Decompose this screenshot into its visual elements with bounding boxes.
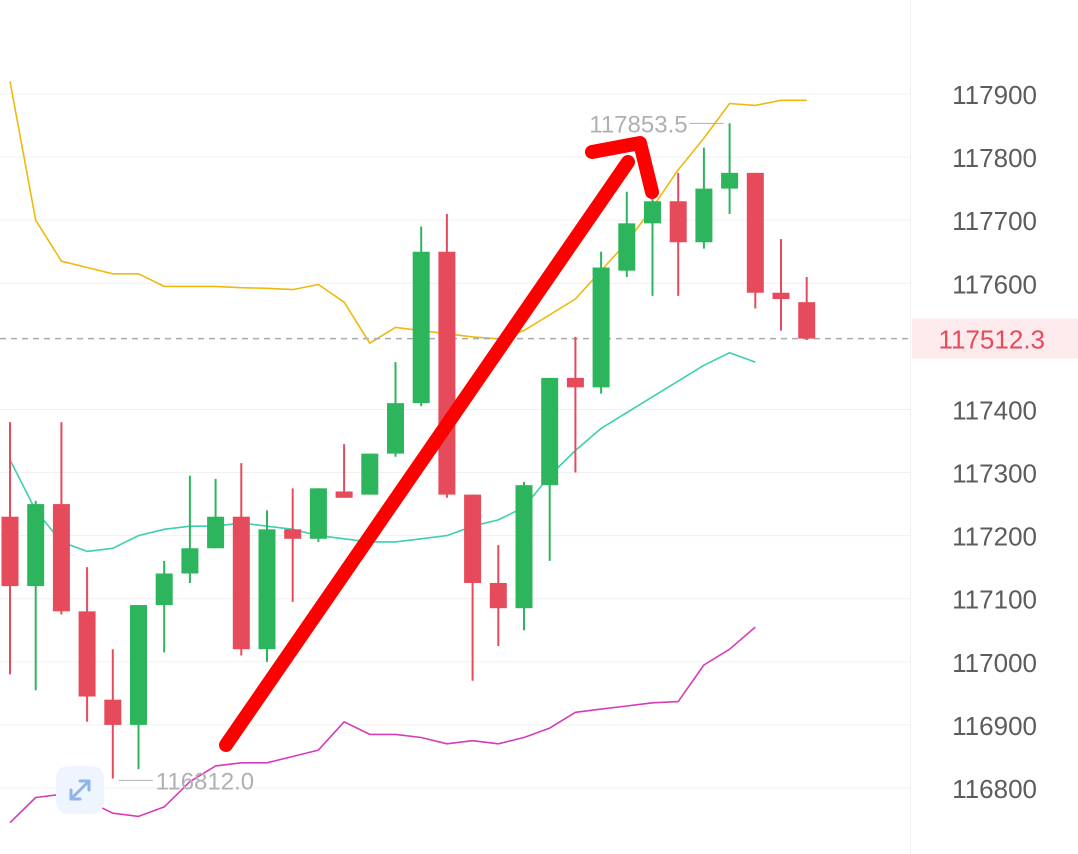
y-tick-label: 117600 [952, 269, 1037, 299]
candle-down [284, 529, 302, 539]
candle-up [644, 201, 661, 224]
candle-down [669, 201, 687, 243]
candle-up [592, 267, 610, 388]
candle-down [798, 302, 816, 339]
candle-up [721, 172, 739, 189]
candle-down [438, 251, 456, 495]
red-arrow-shaft [219, 155, 635, 752]
candle-up [695, 188, 713, 243]
candle-up [27, 504, 45, 587]
low-price-label: 116812.0 [156, 768, 254, 795]
red-arrow-head [585, 136, 659, 199]
candle-down [1, 516, 19, 587]
candle-up [181, 548, 199, 574]
candle-down [464, 494, 482, 583]
y-tick-label: 117000 [952, 648, 1037, 678]
candle-up [412, 251, 430, 404]
y-tick-label: 117100 [952, 585, 1037, 615]
candle-up [309, 488, 327, 539]
lower-band-line [9, 626, 756, 824]
high-price-label: 117853.5 [589, 111, 687, 138]
candle-down [52, 504, 70, 612]
candle-up [130, 605, 147, 725]
y-tick-label: 117400 [952, 395, 1037, 425]
current-price-tag [912, 318, 1078, 359]
y-tick-label: 116800 [952, 774, 1037, 804]
candle-down [78, 611, 96, 697]
candle-up [155, 573, 173, 606]
candle-down [489, 582, 507, 609]
candle-up [618, 223, 636, 271]
candle-down [772, 292, 790, 300]
y-tick-label: 117800 [952, 143, 1037, 173]
candle-down [746, 172, 764, 293]
candle-up [361, 453, 379, 495]
y-tick-label: 116900 [952, 711, 1037, 741]
upper-band-line [9, 81, 807, 345]
candle-up [515, 485, 533, 609]
y-tick-label: 117200 [952, 522, 1037, 552]
expand-button[interactable] [56, 766, 104, 814]
candle-up [258, 529, 276, 650]
candle-up [387, 403, 404, 454]
y-tick-label: 117300 [952, 459, 1037, 489]
candle-down [335, 491, 353, 498]
candle-up [541, 377, 559, 486]
candle-down [232, 516, 250, 650]
candle-down [566, 377, 584, 388]
y-tick-label: 117700 [952, 206, 1037, 236]
candle-up [207, 516, 225, 549]
y-tick-label: 117900 [952, 80, 1037, 110]
expand-arrows-icon [69, 779, 91, 801]
current-price-label: 117512.3 [938, 325, 1045, 355]
price-axis-separator [910, 0, 911, 854]
candle-down [104, 699, 122, 725]
middle-band-line [9, 351, 756, 553]
